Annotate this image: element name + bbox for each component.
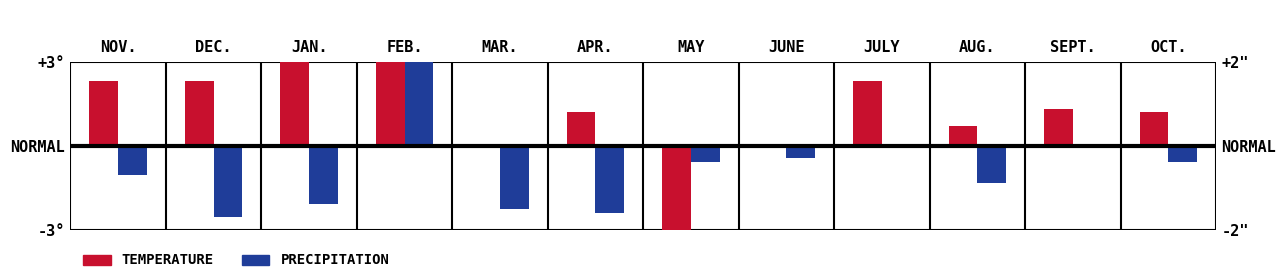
Bar: [567, 112, 595, 146]
Bar: [376, 62, 404, 146]
Bar: [691, 146, 719, 162]
Bar: [404, 62, 433, 146]
Bar: [662, 146, 691, 230]
Bar: [90, 81, 118, 146]
Bar: [595, 146, 625, 213]
Bar: [1139, 112, 1169, 146]
Bar: [184, 81, 214, 146]
Bar: [500, 146, 529, 209]
Legend: TEMPERATURE, PRECIPITATION: TEMPERATURE, PRECIPITATION: [77, 248, 396, 273]
Bar: [1044, 109, 1073, 146]
Bar: [118, 146, 147, 175]
Bar: [280, 62, 308, 146]
Bar: [1169, 146, 1197, 162]
Bar: [854, 81, 882, 146]
Bar: [308, 146, 338, 204]
Bar: [978, 146, 1006, 183]
Bar: [948, 126, 978, 146]
Bar: [786, 146, 815, 158]
Bar: [214, 146, 242, 217]
